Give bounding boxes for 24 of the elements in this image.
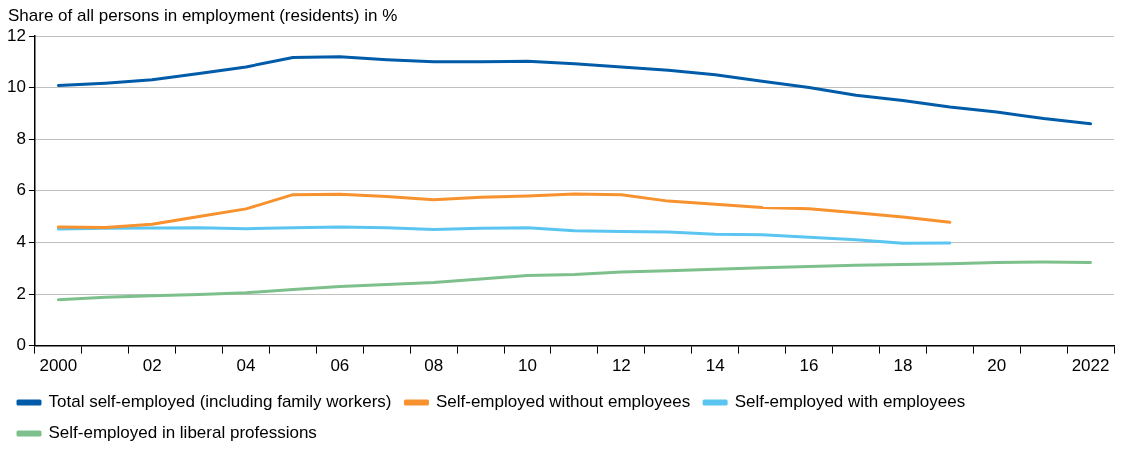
x-tick-label: 20 bbox=[987, 356, 1007, 376]
y-tick-label: 4 bbox=[16, 232, 26, 252]
legend-label: Self-employed without employees bbox=[435, 392, 691, 412]
y-tick-label: 2 bbox=[16, 283, 26, 303]
y-tick-label: 12 bbox=[6, 25, 26, 45]
x-tick-label: 04 bbox=[236, 356, 256, 376]
y-tick-label: 8 bbox=[16, 128, 26, 148]
x-tick-label: 2022 bbox=[1071, 356, 1110, 376]
legend-label: Self-employed with employees bbox=[734, 392, 966, 412]
y-axis-title: Share of all persons in employment (residents) in % bbox=[8, 6, 398, 26]
y-tick-label: 10 bbox=[6, 77, 26, 97]
x-tick-label: 02 bbox=[142, 356, 162, 376]
x-tick-label: 18 bbox=[893, 356, 913, 376]
x-tick-label: 14 bbox=[705, 356, 725, 376]
legend-label: Self-employed in liberal professions bbox=[48, 423, 317, 443]
x-tick-label: 2000 bbox=[39, 356, 78, 376]
y-tick-label: 6 bbox=[16, 180, 26, 200]
x-tick-label: 16 bbox=[799, 356, 819, 376]
y-tick-label: 0 bbox=[16, 335, 26, 355]
x-tick-label: 08 bbox=[424, 356, 444, 376]
x-tick-label: 06 bbox=[330, 356, 350, 376]
x-tick-label: 12 bbox=[611, 356, 631, 376]
x-tick-label: 10 bbox=[518, 356, 537, 376]
legend-label: Total self-employed (including family workers) bbox=[48, 392, 392, 412]
